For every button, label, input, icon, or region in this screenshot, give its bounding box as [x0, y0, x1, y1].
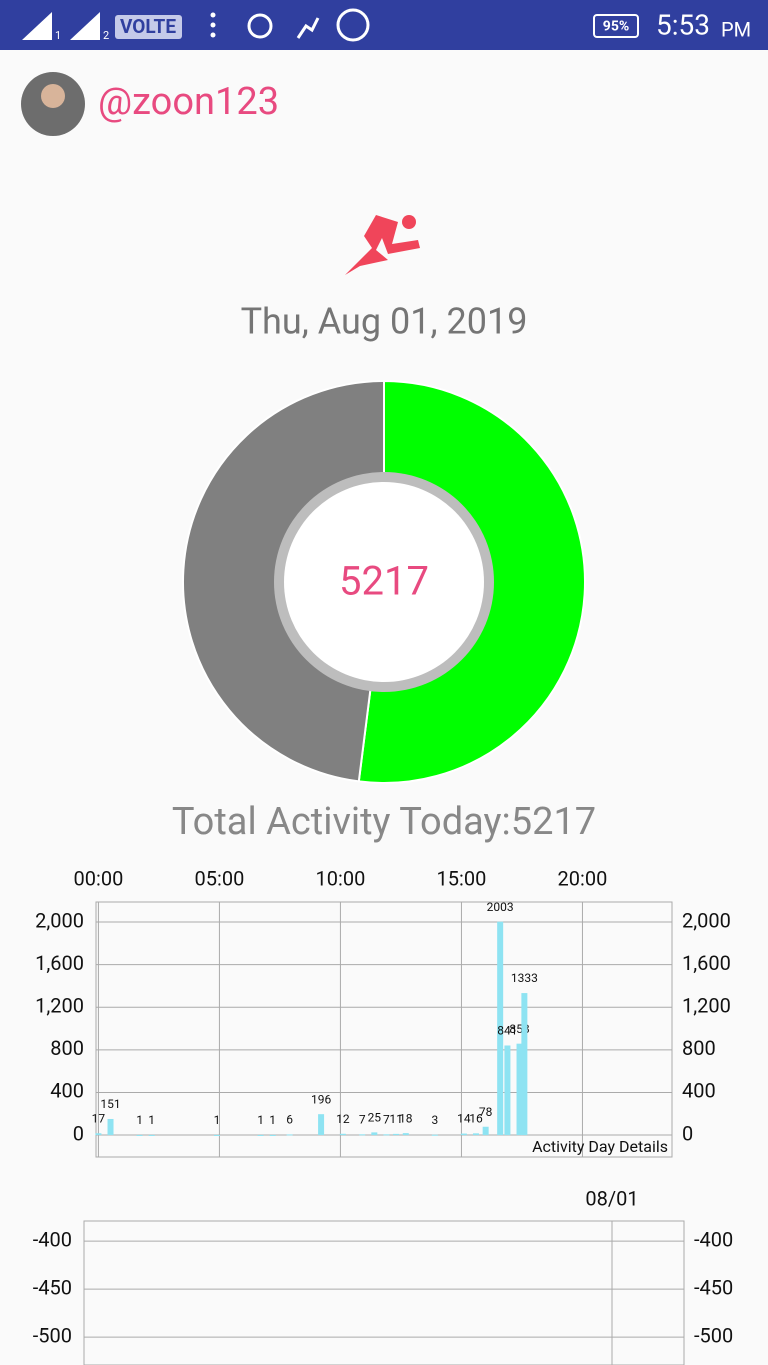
y2-tick-label: 1,200 [682, 994, 731, 1018]
bar [359, 1134, 366, 1136]
bar [516, 1043, 523, 1136]
bar-value-label: 14 [457, 1112, 471, 1126]
bar [431, 1134, 438, 1136]
y2-tick-label: 2,000 [682, 908, 731, 932]
bar-value-label: 16 [469, 1112, 483, 1126]
bar [497, 921, 504, 1136]
bar-value-label: 17 [92, 1111, 106, 1125]
y-tick-label: 1,600 [35, 951, 84, 975]
chat-icon [336, 8, 370, 42]
x-tick-label: 05:00 [195, 866, 245, 890]
bar [521, 993, 528, 1136]
avatar-face [41, 84, 65, 108]
y-tick-label: 1,200 [35, 994, 84, 1018]
date-label: Thu, Aug 01, 2019 [241, 301, 528, 343]
y2-tick-label: -500 [694, 1323, 733, 1347]
bar-value-label: 78 [479, 1105, 493, 1119]
y2-tick-label: 0 [682, 1121, 693, 1145]
donut-hole [284, 482, 484, 682]
sim-label: 1 [55, 29, 61, 42]
bar [402, 1133, 409, 1136]
y2-tick-label: 400 [682, 1079, 716, 1103]
y-tick-label: -400 [33, 1227, 72, 1251]
clock-ampm: PM [721, 17, 751, 41]
battery-label: 95% [603, 19, 629, 35]
bar-value-label: 1 [269, 1113, 276, 1127]
chart-description: Activity Day Details [532, 1137, 668, 1156]
y2-tick-label: 1,600 [682, 951, 731, 975]
run-icon [296, 17, 320, 39]
total-activity: Total Activity Today:5217 [172, 800, 596, 844]
x-tick-label: 20:00 [558, 866, 608, 890]
y-tick-label: 800 [50, 1036, 84, 1060]
plot-area [83, 1220, 685, 1365]
bar [383, 1134, 390, 1136]
bar [393, 1133, 400, 1136]
y2-tick-label: -450 [694, 1275, 733, 1299]
bar-value-label: 1 [148, 1113, 155, 1127]
sim-label: 2 [103, 29, 109, 42]
donut-center-value: 5217 [339, 558, 429, 605]
network-label: VOLTE [120, 15, 176, 38]
bar [269, 1134, 276, 1136]
bar [257, 1134, 264, 1136]
bar-value-label: 3 [431, 1113, 438, 1127]
battery-icon [593, 14, 639, 38]
bar-value-label: 151 [100, 1097, 120, 1111]
bar-value-label: 7 [383, 1112, 390, 1126]
bar-value-label: 25 [368, 1111, 382, 1125]
signal-icon [22, 12, 52, 40]
bar-value-label: 18 [399, 1111, 413, 1125]
y-tick-label: -450 [33, 1275, 72, 1299]
y-tick-label: 0 [73, 1121, 84, 1145]
bar-value-label: 1 [257, 1113, 264, 1127]
bar-chart: 00:00 05:00 10:00 15:00 20:00 0 400 800 1,200 1,6… [35, 866, 731, 1158]
bar [460, 1133, 467, 1136]
x-tick-label: 10:00 [316, 866, 366, 890]
running-icon [345, 215, 420, 275]
bar-value-label: 1 [136, 1113, 143, 1127]
bar-value-label: 6 [286, 1113, 293, 1127]
clock: 5:53 [656, 8, 710, 41]
line-chart: 08/01 -400 -450 -500 -400 -450 -500 [33, 1186, 733, 1365]
y2-tick-label: -400 [694, 1227, 733, 1251]
menu-dots [210, 12, 216, 38]
x-tick-label: 15:00 [437, 866, 487, 890]
bar [472, 1133, 479, 1136]
bar [318, 1114, 325, 1136]
username[interactable]: @zoon123 [98, 80, 279, 124]
signal-icon [70, 12, 100, 40]
bar-value-label: 1 [214, 1113, 221, 1127]
bar-value-label: 2003 [487, 900, 514, 914]
bar [136, 1134, 143, 1136]
plot-area [95, 901, 673, 1158]
bar-value-label: 12 [336, 1112, 350, 1126]
bar [286, 1134, 293, 1136]
y-tick-label: 2,000 [35, 908, 84, 932]
bar-value-label: 11 [389, 1112, 403, 1126]
bar-value-label: 196 [311, 1092, 331, 1106]
y-tick-label: -500 [33, 1323, 72, 1347]
bar-value-label: 841 [497, 1024, 517, 1038]
bar [95, 1133, 102, 1136]
y2-tick-label: 800 [682, 1036, 716, 1060]
bar-value-label: 1333 [511, 971, 538, 985]
x-tick-label: 08/01 [585, 1186, 638, 1210]
share-icon [247, 13, 273, 39]
bar [148, 1134, 155, 1136]
bar [339, 1133, 346, 1136]
bar [214, 1134, 221, 1136]
bar [482, 1126, 489, 1136]
volte-badge [115, 15, 182, 39]
bar [107, 1118, 114, 1136]
bar-value-label: 7 [359, 1112, 366, 1126]
x-tick-label: 00:00 [74, 866, 124, 890]
bar [371, 1132, 378, 1136]
bar [504, 1045, 511, 1136]
y-tick-label: 400 [50, 1079, 84, 1103]
